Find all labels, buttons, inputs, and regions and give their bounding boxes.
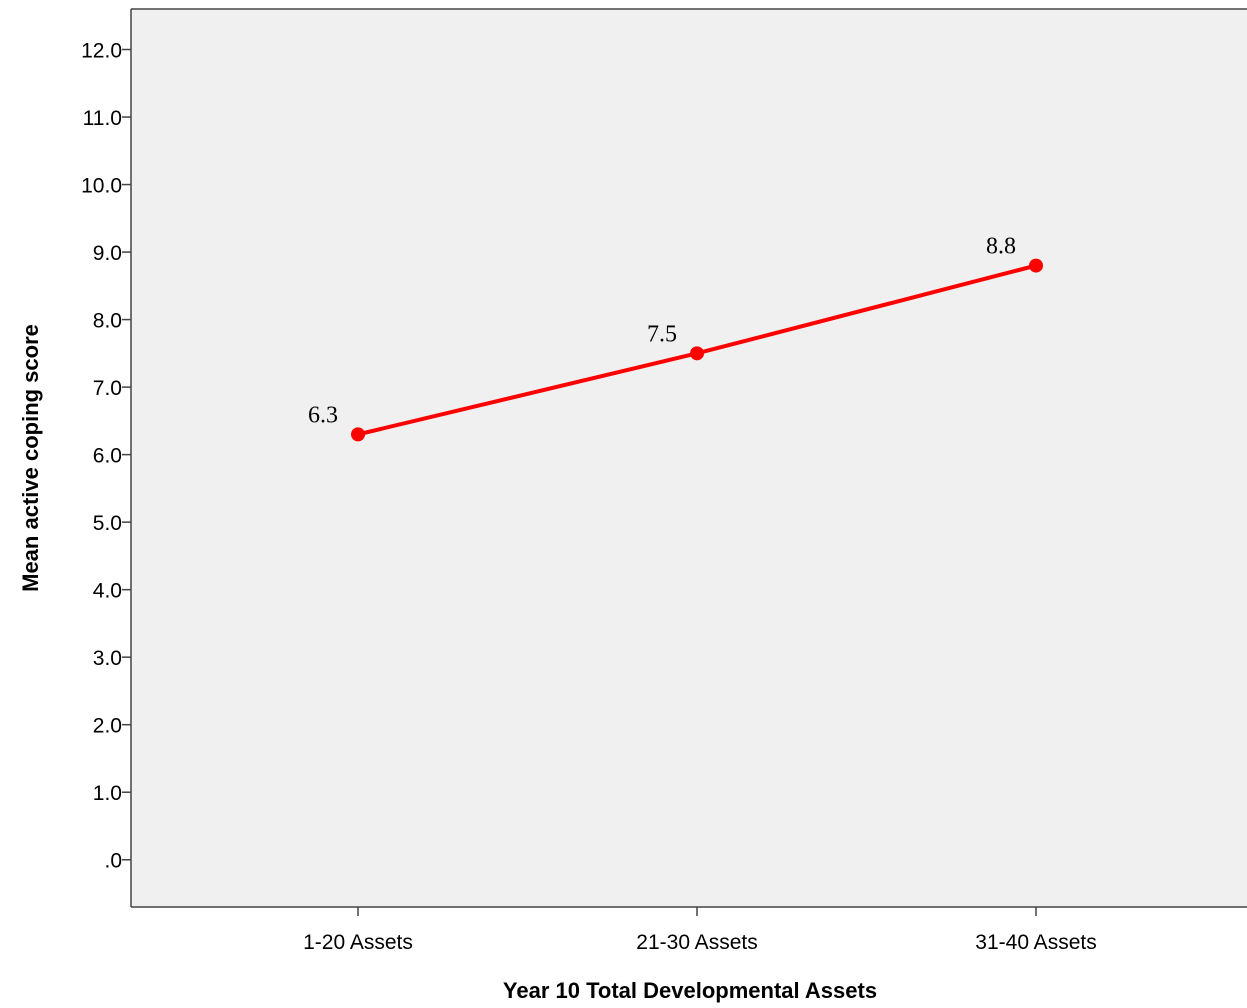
y-tick-label: .0 (104, 850, 122, 873)
y-axis-title: Mean active coping score (18, 324, 43, 592)
x-tick-label: 21-30 Assets (636, 931, 757, 954)
x-tick-label: 31-40 Assets (975, 931, 1096, 954)
y-tick-label: 4.0 (93, 580, 122, 603)
data-label: 6.3 (308, 402, 338, 428)
data-point (1029, 258, 1043, 273)
x-axis: 1-20 Assets 21-30 Assets 31-40 Assets (131, 906, 1247, 954)
x-axis-title: Year 10 Total Developmental Assets (503, 978, 877, 1003)
data-point (351, 427, 365, 442)
series-line-group (351, 258, 1043, 442)
y-tick-label: 9.0 (93, 242, 122, 265)
y-tick-label: 12.0 (81, 40, 122, 63)
data-label: 8.8 (986, 234, 1016, 260)
y-tick-label: 5.0 (93, 512, 122, 535)
y-tick-label: 11.0 (83, 107, 122, 130)
y-axis: .0 1.0 2.0 3.0 4.0 5.0 6.0 7.0 8.0 9.0 10.0 11.0 12.… (81, 9, 132, 907)
y-tick-label: 8.0 (93, 310, 122, 333)
y-tick-label: 10.0 (81, 175, 122, 198)
y-tick-label: 2.0 (93, 715, 122, 738)
data-point (690, 346, 704, 361)
y-tick-label: 7.0 (93, 377, 122, 400)
plot-area (131, 9, 1247, 907)
y-tick-label: 3.0 (93, 647, 122, 670)
y-tick-label: 1.0 (93, 782, 122, 805)
y-tick-label: 6.0 (93, 445, 122, 468)
x-tick-label: 1-20 Assets (303, 931, 413, 954)
data-label: 7.5 (647, 321, 677, 347)
data-labels-group: 6.3 7.5 8.8 (308, 234, 1016, 429)
